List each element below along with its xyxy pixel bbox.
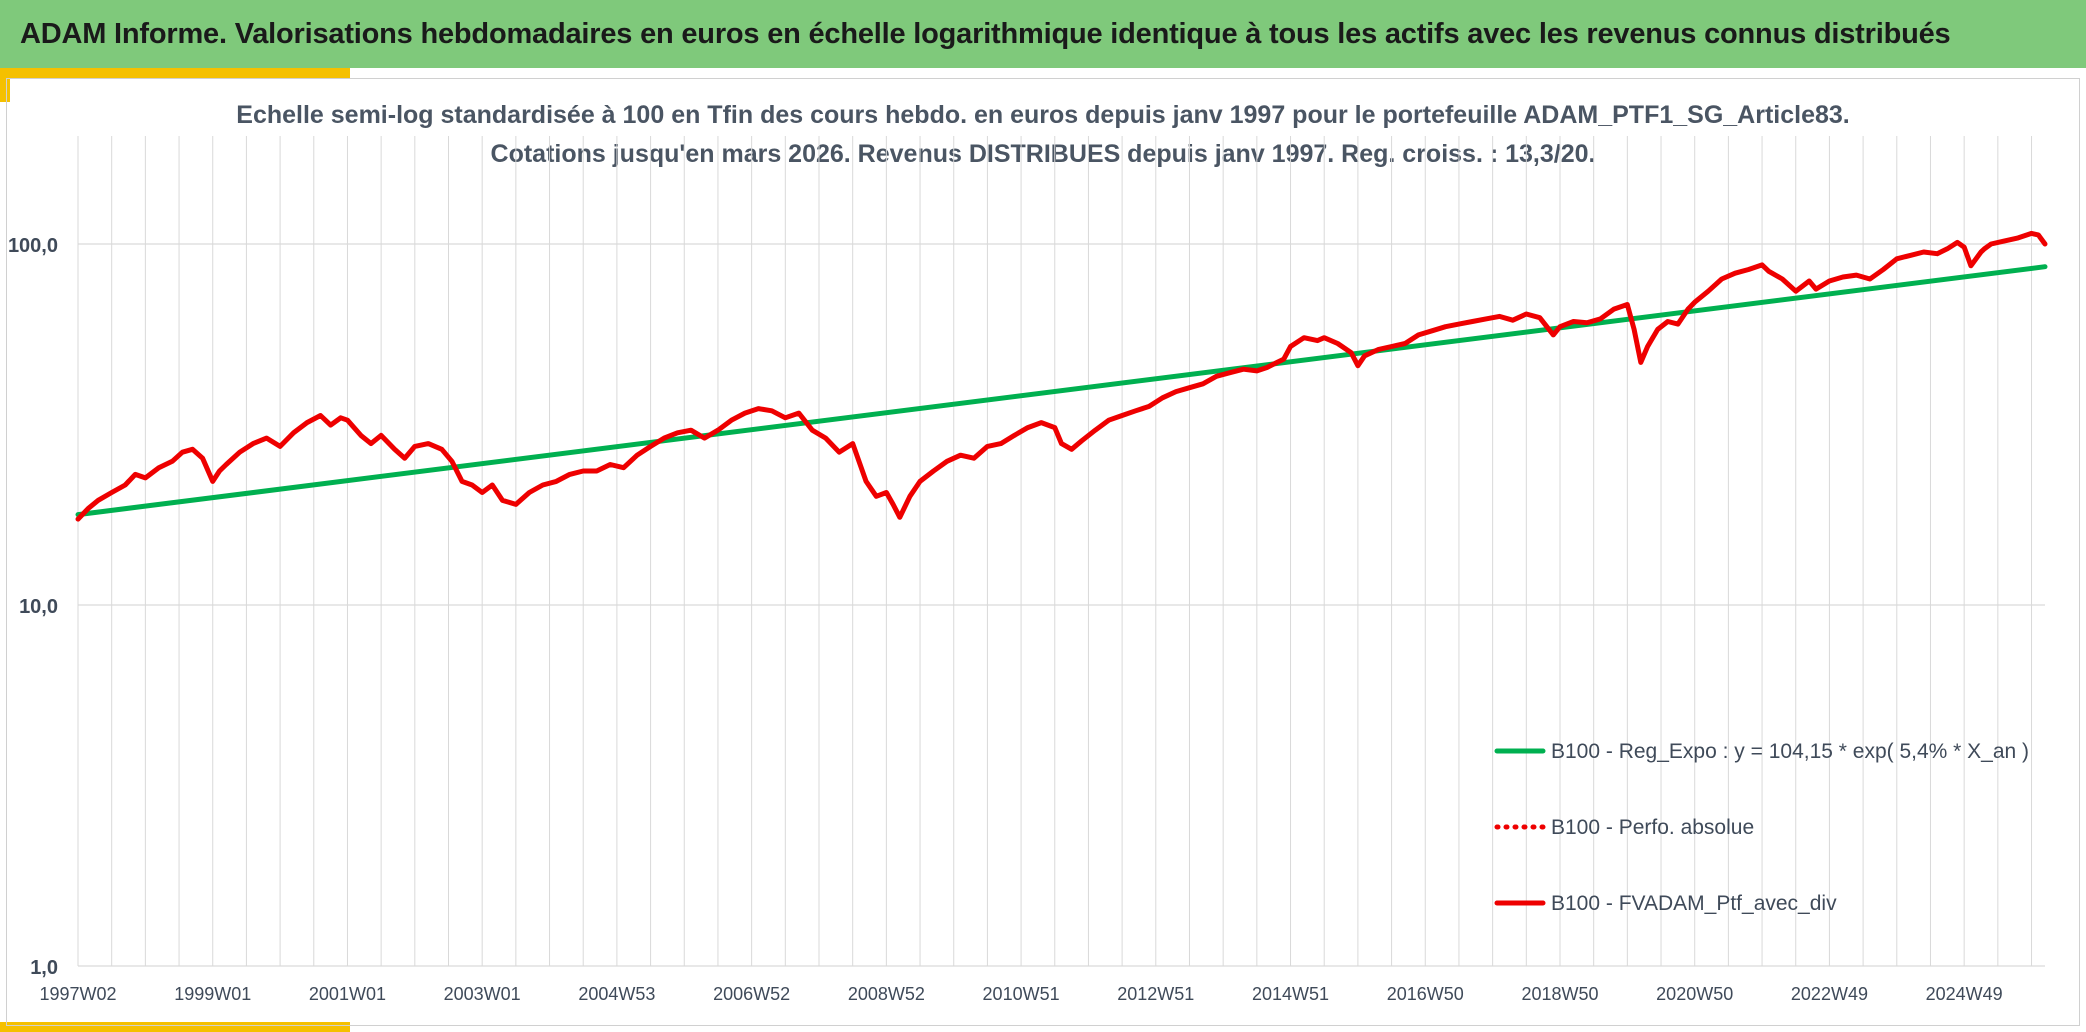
x-tick-label: 2004W53 bbox=[578, 984, 655, 1004]
report-title: ADAM Informe. Valorisations hebdomadaire… bbox=[20, 17, 1951, 50]
report-banner: ADAM Informe. Valorisations hebdomadaire… bbox=[0, 0, 2086, 68]
chart-title-line-2: Cotations jusqu'en mars 2026. Revenus DI… bbox=[490, 140, 1596, 168]
axes: 1,0 10,0 100,0 1997W02 1999W01 2001W01 2003W01… bbox=[8, 235, 2003, 1004]
accent-bar-left bbox=[0, 68, 10, 102]
x-tick-label: 2006W52 bbox=[713, 984, 790, 1004]
x-tick-label: 2012W51 bbox=[1117, 984, 1194, 1004]
legend: B100 - Reg_Expo : y = 104,15 * exp( 5,4%… bbox=[1494, 740, 2029, 915]
x-tick-label: 2010W51 bbox=[983, 984, 1060, 1004]
accent-bar-top bbox=[0, 68, 350, 78]
regression-line bbox=[75, 264, 2048, 518]
chart-title-line-1: Echelle semi-log standardisée à 100 en T… bbox=[236, 101, 1850, 129]
x-tick-label: 2008W52 bbox=[848, 984, 925, 1004]
legend-label: B100 - Perfo. absolue bbox=[1551, 816, 1754, 839]
x-tick-label: 1999W01 bbox=[174, 984, 251, 1004]
x-tick-label: 2024W49 bbox=[1926, 984, 2003, 1004]
gridlines bbox=[77, 136, 2045, 967]
x-tick-label: 2016W50 bbox=[1387, 984, 1464, 1004]
y-tick-label: 100,0 bbox=[8, 235, 58, 257]
x-tick-label: 1997W02 bbox=[39, 984, 116, 1004]
legend-label: B100 - Reg_Expo : y = 104,15 * exp( 5,4%… bbox=[1551, 740, 2029, 763]
series-lines bbox=[75, 230, 2048, 522]
legend-label: B100 - FVADAM_Ptf_avec_div bbox=[1551, 892, 1837, 915]
y-tick-label: 1,0 bbox=[30, 957, 58, 979]
x-tick-label: 2018W50 bbox=[1521, 984, 1598, 1004]
x-tick-label: 2003W01 bbox=[444, 984, 521, 1004]
chart-frame bbox=[6, 78, 2080, 1026]
x-tick-label: 2022W49 bbox=[1791, 984, 1868, 1004]
x-tick-label: 2020W50 bbox=[1656, 984, 1733, 1004]
y-tick-label: 10,0 bbox=[19, 596, 58, 618]
x-tick-label: 2014W51 bbox=[1252, 984, 1329, 1004]
portfolio-value-line bbox=[75, 230, 2048, 522]
x-tick-label: 2001W01 bbox=[309, 984, 386, 1004]
accent-bar-bottom bbox=[0, 1022, 350, 1032]
